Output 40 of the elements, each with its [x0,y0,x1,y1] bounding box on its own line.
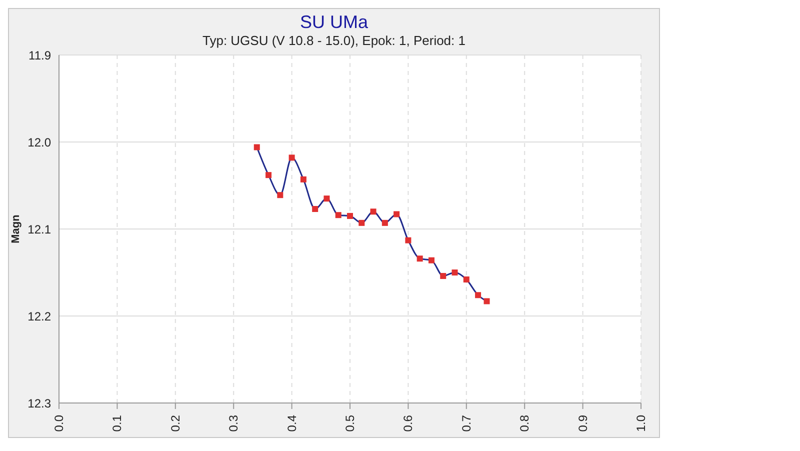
point [254,144,260,150]
point [312,206,318,212]
point [277,192,284,198]
point [370,208,376,215]
point [463,276,470,282]
y-tick-label: 12.2 [28,309,52,324]
point [347,212,353,219]
point [452,270,458,276]
point [300,176,306,182]
point [358,220,365,226]
y-tick-label: 12.1 [28,222,52,236]
point [440,272,446,279]
point [288,154,295,161]
x-tick-label: 0.5 [343,414,357,432]
point [475,292,482,298]
x-tick-label: 0.1 [110,414,124,432]
point [324,196,330,202]
point [382,220,388,226]
x-tick-label: 0.2 [168,414,182,432]
chart-subtitle: Typ: UGSU (V 10.8 - 15.0), Epok: 1, Period: 1 [201,33,466,49]
point [428,257,434,264]
y-tick-label: 12.0 [28,135,52,150]
point [416,256,423,262]
x-tick-label: 0.4 [284,414,299,432]
x-tick-label: 0.7 [459,414,474,432]
point [335,212,342,218]
point [266,172,272,178]
chart-title: SU UMa [298,11,369,33]
point [394,211,400,218]
x-tick-label: 0.9 [576,414,590,432]
y-tick-label: 11.9 [28,48,52,62]
point [484,298,490,304]
x-tick-label: 0.0 [52,414,66,432]
point [405,237,412,244]
x-tick-label: 0.6 [401,414,416,432]
x-tick-label: 0.3 [226,414,241,432]
x-tick-label: 0.8 [518,414,532,432]
y-tick-label: 12.3 [28,396,52,410]
x-tick-label: 1.0 [634,414,648,432]
y-axis-title: Magn [10,214,22,244]
